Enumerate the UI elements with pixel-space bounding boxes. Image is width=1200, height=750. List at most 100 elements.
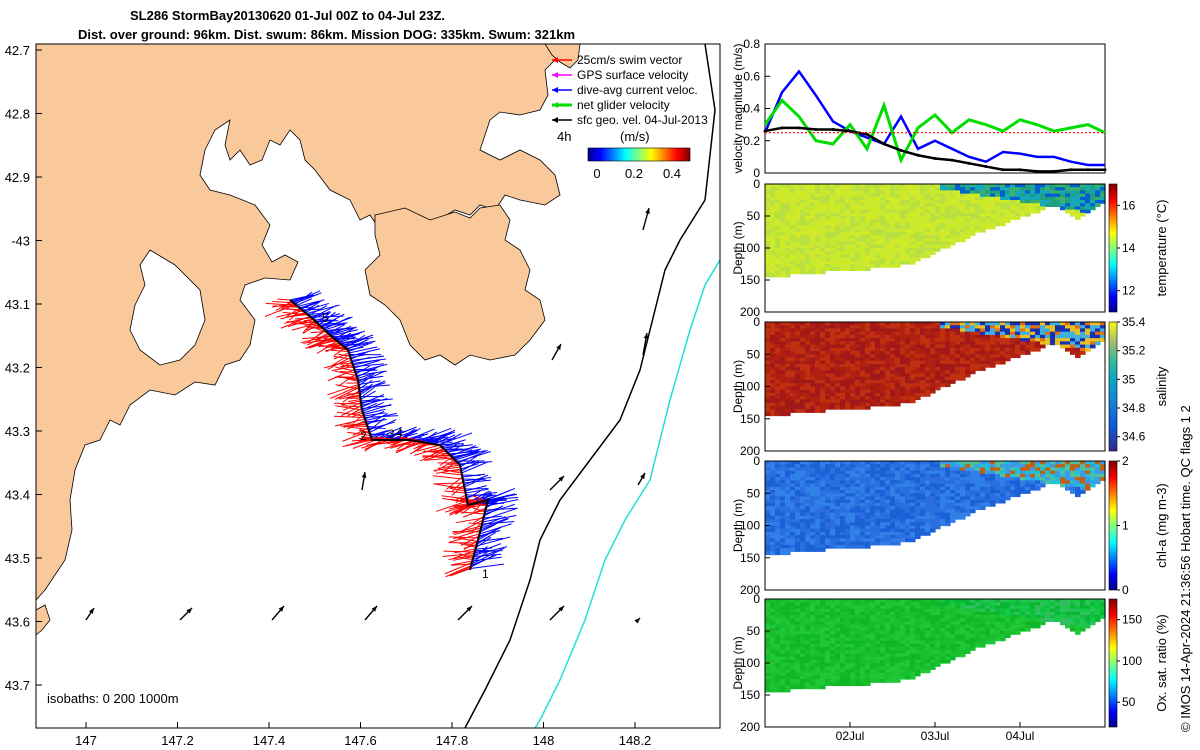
section-cell bbox=[765, 338, 771, 342]
section-cell bbox=[930, 238, 936, 243]
section-cell bbox=[855, 373, 861, 378]
section-cell bbox=[775, 509, 781, 514]
section-cell bbox=[1005, 200, 1011, 204]
section-cell bbox=[865, 461, 871, 465]
section-cell bbox=[935, 331, 941, 336]
section-cell bbox=[815, 196, 821, 201]
section-cell bbox=[1075, 334, 1081, 339]
section-cell bbox=[785, 470, 791, 475]
section-cell bbox=[865, 538, 871, 543]
section-cell bbox=[820, 216, 826, 220]
section-cell bbox=[940, 499, 946, 504]
section-cell bbox=[775, 663, 781, 667]
section-cell bbox=[820, 264, 826, 268]
section-cell bbox=[1035, 470, 1041, 475]
velocity-series-marker bbox=[780, 126, 784, 130]
section-cell bbox=[1025, 203, 1031, 207]
section-cell bbox=[895, 206, 901, 211]
section-cell bbox=[850, 328, 856, 333]
section-cell bbox=[785, 264, 791, 268]
section-cell bbox=[860, 254, 866, 259]
section-cell bbox=[840, 528, 846, 533]
section-cell bbox=[785, 653, 791, 658]
section-cell bbox=[780, 490, 786, 494]
section-cell bbox=[855, 464, 861, 469]
section-cell bbox=[1060, 461, 1066, 465]
section-cell bbox=[920, 235, 926, 239]
section-cell bbox=[820, 380, 826, 384]
section-cell bbox=[1000, 477, 1006, 481]
section-cell bbox=[945, 473, 951, 478]
section-cell bbox=[845, 351, 851, 355]
section-cell bbox=[875, 483, 881, 488]
track-waypoint-label: 1 bbox=[482, 567, 489, 581]
section-cell bbox=[880, 480, 886, 485]
section-cell bbox=[880, 222, 886, 227]
section-cell bbox=[1095, 196, 1101, 201]
section-cell bbox=[900, 522, 906, 527]
section-cell bbox=[860, 506, 866, 510]
section-cell bbox=[870, 235, 876, 239]
section-cell bbox=[830, 354, 836, 359]
section-cell bbox=[855, 206, 861, 211]
section-cell bbox=[1035, 184, 1041, 188]
section-cell bbox=[865, 402, 871, 407]
section-cell bbox=[960, 347, 966, 352]
section-cell bbox=[795, 264, 801, 268]
section-cell bbox=[805, 376, 811, 381]
section-cell bbox=[880, 538, 886, 543]
section-cell bbox=[995, 193, 1001, 198]
swim-vector bbox=[339, 425, 369, 430]
section-cell bbox=[1080, 212, 1086, 217]
section-cell bbox=[775, 216, 781, 220]
section-cell bbox=[775, 235, 781, 239]
section-cell bbox=[885, 470, 891, 475]
section-cell bbox=[795, 637, 801, 642]
section-cell bbox=[785, 187, 791, 191]
swim-vector bbox=[335, 405, 363, 411]
section-cell bbox=[945, 241, 951, 246]
section-cell bbox=[995, 206, 1001, 211]
section-cell bbox=[790, 260, 796, 265]
section-cell bbox=[1040, 184, 1046, 188]
section-cell bbox=[860, 402, 866, 407]
section-cell bbox=[920, 464, 926, 469]
dive-avg-vector bbox=[321, 318, 337, 328]
section-cell bbox=[1085, 464, 1091, 469]
section-cell bbox=[865, 254, 871, 259]
section-cell bbox=[835, 238, 841, 243]
section-cell bbox=[790, 627, 796, 632]
section-cell bbox=[815, 347, 821, 352]
section-cell bbox=[930, 486, 936, 491]
section-cell bbox=[805, 490, 811, 494]
section-cell bbox=[825, 196, 831, 201]
section-cell bbox=[905, 473, 911, 478]
section-cell bbox=[875, 219, 881, 223]
section-cell bbox=[1065, 196, 1071, 201]
section-cell bbox=[800, 216, 806, 220]
section-cell bbox=[965, 222, 971, 227]
section-cell bbox=[950, 222, 956, 227]
section-cell bbox=[955, 212, 961, 217]
section-cell bbox=[860, 386, 866, 391]
section-cell bbox=[1005, 477, 1011, 481]
section-cell bbox=[815, 643, 821, 648]
section-cell bbox=[995, 490, 1001, 494]
section-cell bbox=[965, 232, 971, 236]
section-cell bbox=[960, 206, 966, 211]
section-cell bbox=[825, 254, 831, 259]
section-cell bbox=[800, 611, 806, 616]
section-cell bbox=[810, 383, 816, 388]
section-cell bbox=[825, 257, 831, 262]
section-cell bbox=[855, 328, 861, 333]
section-cell bbox=[780, 184, 786, 188]
section-cell bbox=[810, 244, 816, 249]
section-cell bbox=[890, 370, 896, 375]
section-cell bbox=[830, 544, 836, 549]
section-cell bbox=[775, 360, 781, 365]
section-cell bbox=[925, 480, 931, 485]
section-cell bbox=[850, 196, 856, 201]
section-cell bbox=[870, 187, 876, 191]
section-cell bbox=[860, 184, 866, 188]
section-cell bbox=[985, 328, 991, 333]
